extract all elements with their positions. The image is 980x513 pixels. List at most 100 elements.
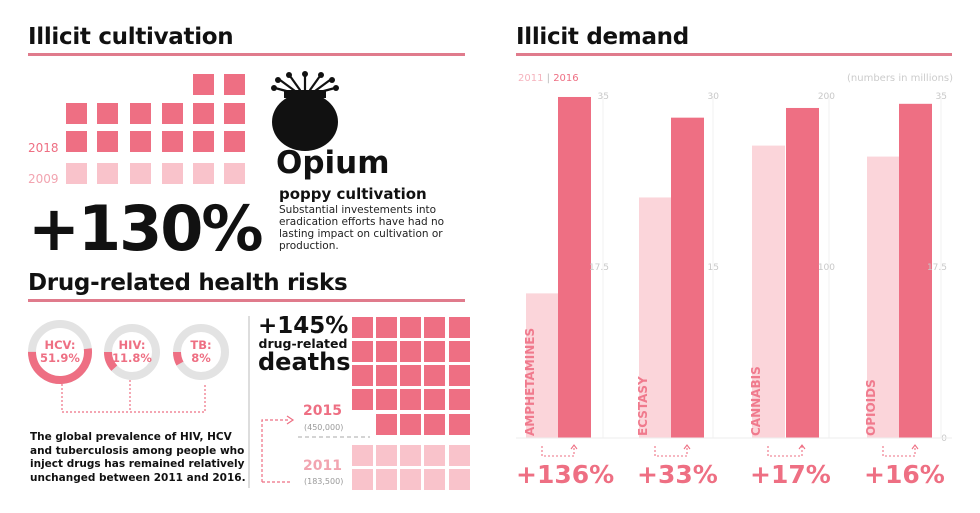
square-2018 [162,103,183,124]
bar-2016-opioids [899,103,932,439]
legend-2016: 2016 [553,73,579,84]
death-square-2015 [449,414,470,435]
deaths-line2: deaths [258,348,351,376]
deaths-line1: drug-related [258,336,348,351]
death-square-2015 [376,341,397,362]
ring-hcv-value: 51.9% [40,351,80,365]
change-pct-cannabis: +17% [750,460,831,489]
death-square-2015 [376,365,397,386]
cultivation-change: +130% [28,192,263,265]
death-square-2015 [424,365,445,386]
tick-label: 200 [818,92,835,102]
opium-description: Substantial investements into eradicatio… [279,204,445,252]
change-arrow [570,444,578,450]
death-square-2015 [376,317,397,338]
change-arrow [683,444,691,450]
deaths-value-2011: (183,500) [304,477,344,486]
death-square-2011 [449,469,470,490]
death-square-2015 [352,341,373,362]
square-2018 [193,131,214,152]
square-2009 [193,163,214,184]
square-2018 [97,131,118,152]
death-square-2015 [449,341,470,362]
death-square-2011 [352,469,373,490]
deaths-block: +145% drug-related deaths [258,313,351,376]
death-square-2015 [400,414,421,435]
death-square-2015 [424,341,445,362]
death-square-2015 [400,365,421,386]
square-2009 [66,163,87,184]
death-square-2011 [424,445,445,466]
square-2018 [193,74,214,95]
health-rings [28,320,229,413]
square-2018 [130,103,151,124]
ring-value-arc [104,324,160,380]
tick-label: 100 [818,263,835,273]
poppy-pod-icon [271,71,339,151]
change-pct-ecstasy: +33% [637,460,718,489]
death-square-2015 [376,414,397,435]
square-2018 [193,103,214,124]
death-square-2015 [424,414,445,435]
bar-2011-ecstasy [639,197,672,438]
category-label-cannabis: CANNABIS [749,366,763,436]
death-square-2015 [352,317,373,338]
bar-2011-cannabis [752,145,785,438]
change-arrow [798,444,806,450]
square-2009 [162,163,183,184]
category-label-opioids: OPIOIDS [864,379,878,436]
square-2018 [66,131,87,152]
deaths-dashed-connector [261,415,370,483]
square-2018 [97,103,118,124]
change-pct-amphetamines: +136% [516,460,615,489]
year-2009-label: 2009 [28,172,59,186]
ring-label-tb: TB: 8% [178,339,224,365]
section-divider [248,316,250,488]
change-arrow [911,444,919,450]
change-connector [541,446,575,457]
square-2018 [66,103,87,124]
change-pct-opioids: +16% [864,460,945,489]
ring-label-hcv: HCV: 51.9% [35,339,85,365]
death-square-2015 [352,365,373,386]
tick-label: 17.5 [927,263,947,273]
death-square-2011 [376,445,397,466]
ring-tb-value: 8% [191,351,211,365]
deaths-pct: +145% [258,313,349,339]
opium-title: Opium [276,145,390,181]
death-square-2015 [449,365,470,386]
death-square-2015 [400,341,421,362]
tick-label: 35 [598,92,609,102]
square-2009 [130,163,151,184]
square-2018 [130,131,151,152]
square-2009 [224,163,245,184]
year-2018-label: 2018 [28,141,59,155]
death-square-2015 [352,389,373,410]
health-description: The global prevalence of HIV, HCV and tu… [30,431,246,484]
bar-2016-amphetamines [558,96,591,438]
death-square-2015 [449,317,470,338]
death-square-2015 [424,389,445,410]
death-square-2011 [400,445,421,466]
health-rule [28,299,465,302]
death-square-2015 [400,317,421,338]
ring-hcv-name: HCV: [44,338,76,352]
cultivation-rule [28,53,465,56]
death-square-2015 [376,389,397,410]
ring-value-arc [173,324,229,381]
change-connector [654,446,688,457]
tick-label: 0 [941,434,947,444]
deaths-year-2011: 2011 [303,458,342,474]
change-connector [882,446,916,457]
demand-title: Illicit demand [516,24,689,50]
demand-legend: 2011 | 2016 [518,73,579,84]
ring-label-hiv: HIV: 11.8% [109,339,155,365]
ring-hiv-name: HIV: [118,338,146,352]
deaths-year-2015: 2015 [303,403,342,419]
health-title: Drug-related health risks [28,270,348,296]
bar-2016-cannabis [786,107,819,438]
ring-value-arc [28,320,92,384]
death-square-2011 [449,445,470,466]
bar-2011-opioids [867,156,900,438]
